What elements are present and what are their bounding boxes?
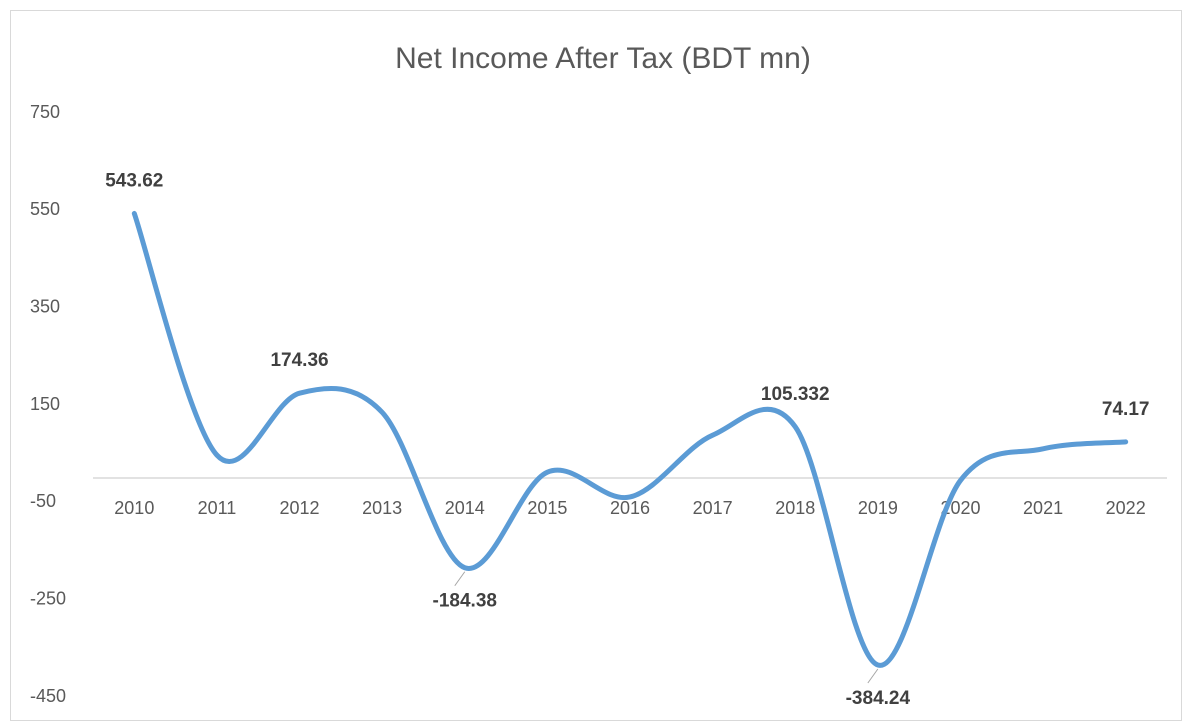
x-tick-label: 2010 [114,498,154,518]
y-tick-label: 550 [30,199,60,219]
chart-title: Net Income After Tax (BDT mn) [395,42,811,75]
leader-line [454,571,466,587]
y-tick-label: 750 [30,102,60,122]
y-tick-label: -450 [30,686,66,706]
x-tick-label: 2013 [362,498,402,518]
x-tick-label: 2022 [1106,498,1146,518]
data-label: 543.62 [105,170,163,191]
data-label: 174.36 [270,350,328,371]
x-tick-label: 2018 [775,498,815,518]
x-tick-label: 2015 [527,498,567,518]
x-tick-label: 2012 [280,498,320,518]
x-tick-label: 2011 [198,498,237,518]
x-tick-label: 2014 [445,498,485,518]
data-label: -184.38 [433,591,497,612]
chart-border [10,10,1182,721]
data-label: -384.24 [846,688,911,709]
x-tick-label: 2019 [858,498,898,518]
y-tick-label: 150 [30,394,60,414]
y-tick-label: 350 [30,296,60,316]
data-label: 74.17 [1102,399,1150,420]
data-line [131,210,1129,668]
y-tick-label: -250 [30,588,66,608]
x-tick-label: 2016 [610,498,650,518]
x-tick-label: 2021 [1023,498,1063,518]
y-tick-label: -50 [30,491,56,511]
leader-line [867,668,879,684]
data-label: 105.332 [761,384,830,405]
x-tick-label: 2017 [693,498,733,518]
